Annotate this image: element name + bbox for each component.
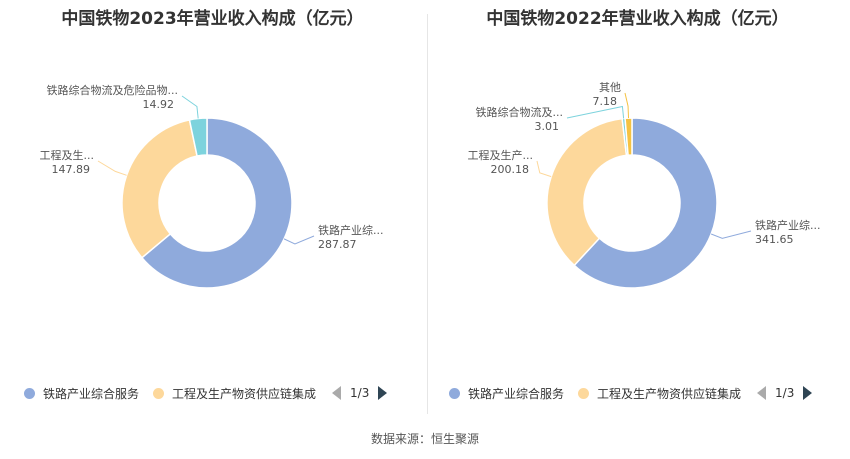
legend-pager: 1/3 [332,386,388,400]
legend-prev-icon[interactable] [332,386,342,400]
legend-label: 铁路产业综合服务 [468,386,565,401]
chart-panel-2023: 中国铁物2023年营业收入构成（亿元） 铁路产业综... 287.87 工程及生..… [0,0,425,420]
pie-slice-1[interactable] [121,118,198,259]
legend-item-railway-service[interactable]: 铁路产业综合服务 [24,385,139,402]
leader-line-2 [181,95,199,119]
data-source: 数据来源：恒生聚源 [370,432,479,446]
legend-page-indicator: 1/3 [350,386,370,400]
pie-chart-2023: 铁路产业综...287.87 工程及生...147.89 铁路综合物流及危险品物..… [40,83,384,289]
legend-item-supply-chain[interactable]: 工程及生产物资供应链集成 [578,385,741,402]
slice-value-2: 3.01 [535,120,560,133]
legend-dot-orange [153,387,165,399]
legend-page-indicator: 1/3 [775,386,795,400]
legend-dot-blue [449,387,460,399]
chart-title-2023: 中国铁物2023年营业收入构成（亿元） [61,9,364,29]
slice-label-1: 工程及生... [40,148,95,162]
chart-panel-2022: 中国铁物2022年营业收入构成（亿元） 铁路产业综... 341.65 工程及生产.… [425,0,850,420]
legend-pager: 1/3 [757,386,813,400]
slice-label-3: 其他 [599,81,621,94]
legend-label: 工程及生产物资供应链集成 [172,386,317,401]
legend-item-railway-service[interactable]: 铁路产业综合服务 [449,385,564,402]
slice-label-1: 工程及生产... [468,148,534,162]
legend-dot-orange [578,387,590,399]
slice-label-0: 铁路产业综... [318,223,384,237]
legend-dot-blue [24,387,35,399]
pie-slice-3[interactable] [624,117,633,156]
slice-value-0: 341.65 [755,233,794,246]
pie-slice-0[interactable] [140,117,293,289]
leader-line-0 [283,235,315,245]
slice-value-1: 200.18 [491,163,530,176]
leader-line-0 [710,230,752,239]
panel-divider [427,14,428,414]
slice-value-2: 14.92 [143,98,175,111]
slice-value-0: 287.87 [318,238,357,251]
legend-prev-icon[interactable] [757,386,767,400]
leader-line-3 [624,92,630,119]
chart-title-2022: 中国铁物2022年营业收入构成（亿元） [486,9,789,29]
pie-slice-2[interactable] [188,117,208,157]
legend-next-icon[interactable] [378,386,388,400]
slice-label-2: 铁路综合物流及危险品物... [47,83,179,97]
pie-slice-0[interactable] [573,117,718,289]
legend-item-supply-chain[interactable]: 工程及生产物资供应链集成 [153,385,316,402]
leader-line-1 [536,160,552,178]
slice-label-0: 铁路产业综... [755,218,821,232]
leader-line-1 [97,160,127,176]
legend-2022: 铁路产业综合服务 工程及生产物资供应链集成 1/3 [449,384,813,402]
slice-value-3: 7.18 [593,95,618,108]
legend-label: 工程及生产物资供应链集成 [597,386,742,401]
leader-line-2 [566,105,625,119]
pie-slice-1[interactable] [546,117,628,267]
legend-label: 铁路产业综合服务 [43,386,140,401]
legend-next-icon[interactable] [803,386,813,400]
pie-chart-2022: 铁路产业综...341.65 工程及生产...200.18 铁路综合物流及...3.… [468,81,821,289]
legend-2023: 铁路产业综合服务 工程及生产物资供应链集成 1/3 [24,384,388,402]
slice-label-2: 铁路综合物流及... [476,105,564,119]
slice-value-1: 147.89 [52,163,91,176]
